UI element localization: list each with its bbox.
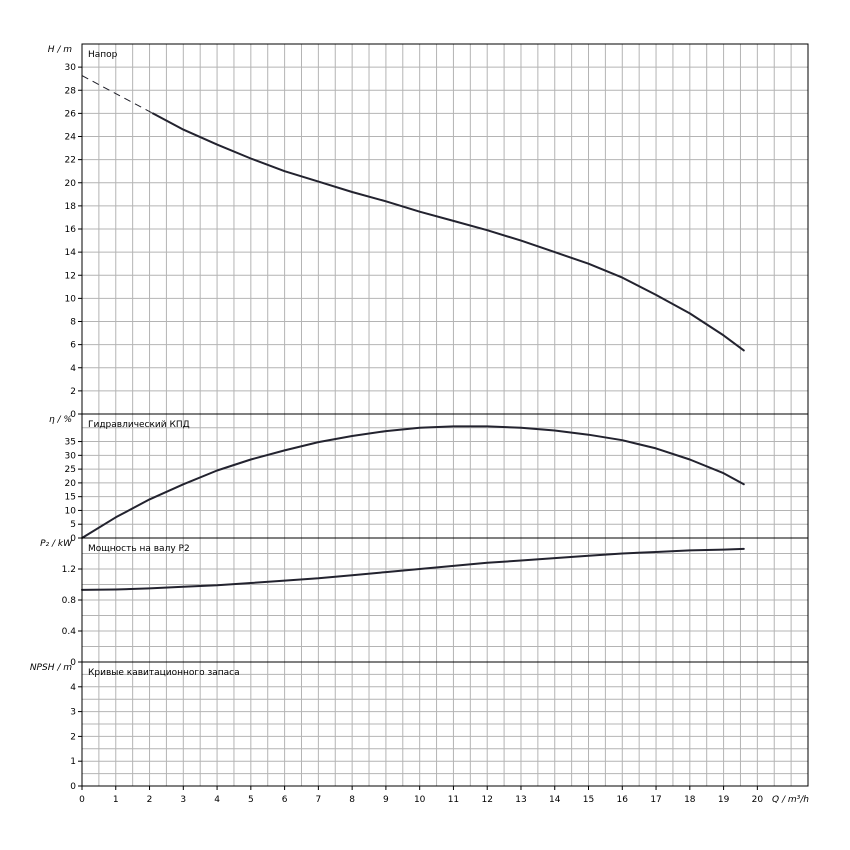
y-tick-label-head: 2 bbox=[70, 387, 76, 397]
y-tick-label-efficiency: 5 bbox=[70, 520, 76, 530]
y-tick-label-efficiency: 0 bbox=[70, 534, 76, 544]
y-tick-label-efficiency: 10 bbox=[65, 506, 77, 516]
y-tick-label-head: 26 bbox=[65, 109, 77, 119]
curve-extrapolation-head bbox=[81, 75, 154, 114]
y-tick-label-head: 18 bbox=[65, 202, 77, 212]
x-tick-label: 15 bbox=[583, 795, 594, 805]
x-tick-label: 7 bbox=[316, 795, 322, 805]
curve-power bbox=[81, 547, 745, 591]
y-tick-label-npsh: 2 bbox=[70, 732, 76, 742]
y-tick-label-efficiency: 30 bbox=[65, 451, 77, 461]
y-tick-label-head: 16 bbox=[65, 225, 77, 235]
y-axis-label-npsh: NPSH / m bbox=[30, 663, 72, 673]
x-tick-label: 16 bbox=[617, 795, 629, 805]
y-tick-label-head: 20 bbox=[65, 179, 77, 189]
panel-title-npsh: Кривые кавитационного запаса bbox=[88, 668, 240, 678]
x-tick-label: 9 bbox=[383, 795, 389, 805]
x-tick-label: 11 bbox=[448, 795, 459, 805]
y-axis-label-efficiency: η / % bbox=[49, 415, 72, 425]
panel-frame-efficiency bbox=[81, 413, 809, 539]
y-tick-label-power: 0.8 bbox=[62, 596, 77, 606]
y-tick-label-npsh: 3 bbox=[70, 708, 76, 718]
x-tick-label: 17 bbox=[650, 795, 661, 805]
x-tick-label: 12 bbox=[481, 795, 492, 805]
x-tick-label: 8 bbox=[349, 795, 355, 805]
y-tick-label-head: 22 bbox=[65, 156, 76, 166]
x-tick-label: 6 bbox=[282, 795, 288, 805]
panel-title-head: Напор bbox=[88, 50, 118, 60]
x-tick-label: 14 bbox=[549, 795, 561, 805]
y-tick-label-npsh: 4 bbox=[70, 683, 76, 693]
x-tick-label: 18 bbox=[684, 795, 696, 805]
y-axis-label-head: H / m bbox=[48, 45, 73, 55]
y-tick-label-power: 0 bbox=[70, 658, 76, 668]
y-tick-label-efficiency: 15 bbox=[65, 493, 76, 503]
y-tick-label-head: 14 bbox=[65, 248, 77, 258]
y-tick-label-head: 24 bbox=[65, 133, 77, 143]
curve-efficiency bbox=[81, 425, 745, 539]
x-tick-label: 19 bbox=[718, 795, 730, 805]
y-tick-label-head: 10 bbox=[65, 294, 77, 304]
y-tick-label-npsh: 1 bbox=[70, 757, 76, 767]
x-axis-label: Q / m³/h bbox=[772, 795, 809, 805]
x-tick-label: 10 bbox=[414, 795, 426, 805]
x-tick-label: 2 bbox=[147, 795, 153, 805]
x-tick-label: 1 bbox=[113, 795, 119, 805]
y-tick-label-head: 0 bbox=[70, 410, 76, 420]
y-tick-label-efficiency: 35 bbox=[65, 438, 76, 448]
panel-frame-npsh bbox=[81, 661, 809, 787]
x-tick-label: 4 bbox=[214, 795, 220, 805]
x-tick-label: 5 bbox=[248, 795, 254, 805]
y-tick-label-power: 1.2 bbox=[62, 565, 76, 575]
y-axis-label-power: P₂ / kW bbox=[40, 539, 73, 549]
y-tick-label-head: 12 bbox=[65, 271, 76, 281]
x-tick-label: 3 bbox=[180, 795, 186, 805]
x-tick-label: 20 bbox=[752, 795, 764, 805]
y-tick-label-head: 6 bbox=[70, 341, 76, 351]
y-tick-label-npsh: 0 bbox=[70, 782, 76, 792]
y-tick-label-efficiency: 25 bbox=[65, 465, 76, 475]
y-tick-label-head: 4 bbox=[70, 364, 76, 374]
panel-title-efficiency: Гидравлический КПД bbox=[88, 420, 190, 430]
x-tick-label: 0 bbox=[79, 795, 85, 805]
curve-head bbox=[151, 112, 745, 352]
y-tick-label-power: 0.4 bbox=[62, 627, 77, 637]
y-tick-label-head: 28 bbox=[65, 86, 77, 96]
y-tick-label-head: 8 bbox=[70, 318, 76, 328]
panel-title-power: Мощность на валу P2 bbox=[88, 544, 190, 554]
x-tick-label: 13 bbox=[515, 795, 526, 805]
y-tick-label-head: 30 bbox=[65, 63, 77, 73]
y-tick-label-efficiency: 20 bbox=[65, 479, 77, 489]
